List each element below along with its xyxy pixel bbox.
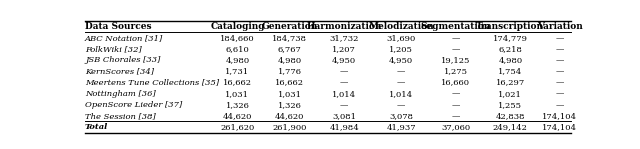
Text: 1,014: 1,014 xyxy=(389,90,413,98)
Text: 42,838: 42,838 xyxy=(495,112,525,120)
Text: 174,104: 174,104 xyxy=(542,123,577,131)
Text: —: — xyxy=(397,101,405,109)
Text: 174,779: 174,779 xyxy=(493,34,528,42)
Text: —: — xyxy=(452,112,460,120)
Text: 4,980: 4,980 xyxy=(278,56,301,64)
Text: 249,142: 249,142 xyxy=(493,123,528,131)
Text: JSB Chorales [33]: JSB Chorales [33] xyxy=(85,56,161,64)
Text: —: — xyxy=(452,34,460,42)
Text: 174,104: 174,104 xyxy=(542,112,577,120)
Text: 4,980: 4,980 xyxy=(225,56,250,64)
Text: 1,205: 1,205 xyxy=(389,45,413,53)
Text: 1,326: 1,326 xyxy=(225,101,250,109)
Text: 16,297: 16,297 xyxy=(495,79,525,87)
Text: 1,275: 1,275 xyxy=(444,67,468,75)
Text: 6,767: 6,767 xyxy=(278,45,301,53)
Text: Variation: Variation xyxy=(537,22,583,31)
Text: —: — xyxy=(340,101,348,109)
Text: 44,620: 44,620 xyxy=(223,112,252,120)
Text: 31,690: 31,690 xyxy=(387,34,416,42)
Text: Total: Total xyxy=(85,123,108,131)
Text: 19,125: 19,125 xyxy=(441,56,470,64)
Text: Harmonization: Harmonization xyxy=(307,22,382,31)
Text: Cataloging: Cataloging xyxy=(210,22,265,31)
Text: 3,081: 3,081 xyxy=(332,112,356,120)
Text: 1,031: 1,031 xyxy=(225,90,250,98)
Text: 261,900: 261,900 xyxy=(273,123,307,131)
Text: Nottingham [36]: Nottingham [36] xyxy=(85,90,156,98)
Text: 4,980: 4,980 xyxy=(498,56,522,64)
Text: —: — xyxy=(452,90,460,98)
Text: 3,078: 3,078 xyxy=(389,112,413,120)
Text: Segmentation: Segmentation xyxy=(420,22,491,31)
Text: 37,060: 37,060 xyxy=(441,123,470,131)
Text: 41,984: 41,984 xyxy=(329,123,359,131)
Text: OpenScore Lieder [37]: OpenScore Lieder [37] xyxy=(85,101,182,109)
Text: FolkWiki [32]: FolkWiki [32] xyxy=(85,45,141,53)
Text: 31,732: 31,732 xyxy=(330,34,359,42)
Text: —: — xyxy=(556,79,564,87)
Text: —: — xyxy=(556,90,564,98)
Text: 1,255: 1,255 xyxy=(499,101,522,109)
Text: —: — xyxy=(452,101,460,109)
Text: 4,950: 4,950 xyxy=(389,56,413,64)
Text: 1,031: 1,031 xyxy=(278,90,301,98)
Text: —: — xyxy=(397,79,405,87)
Text: 4,950: 4,950 xyxy=(332,56,356,64)
Text: Transcription: Transcription xyxy=(476,22,544,31)
Text: The Session [38]: The Session [38] xyxy=(85,112,156,120)
Text: 1,207: 1,207 xyxy=(332,45,356,53)
Text: —: — xyxy=(556,45,564,53)
Text: —: — xyxy=(340,79,348,87)
Text: 16,660: 16,660 xyxy=(441,79,470,87)
Text: 184,660: 184,660 xyxy=(220,34,255,42)
Text: 261,620: 261,620 xyxy=(220,123,255,131)
Text: —: — xyxy=(340,67,348,75)
Text: 1,014: 1,014 xyxy=(332,90,356,98)
Text: —: — xyxy=(397,67,405,75)
Text: 6,218: 6,218 xyxy=(499,45,522,53)
Text: 184,738: 184,738 xyxy=(272,34,307,42)
Text: Data Sources: Data Sources xyxy=(85,22,152,31)
Text: —: — xyxy=(556,34,564,42)
Text: 6,610: 6,610 xyxy=(226,45,250,53)
Text: 1,776: 1,776 xyxy=(278,67,301,75)
Text: —: — xyxy=(556,101,564,109)
Text: —: — xyxy=(556,67,564,75)
Text: 16,662: 16,662 xyxy=(223,79,252,87)
Text: ABC Notation [31]: ABC Notation [31] xyxy=(85,34,163,42)
Text: Meertens Tune Collections [35]: Meertens Tune Collections [35] xyxy=(85,79,219,87)
Text: —: — xyxy=(556,56,564,64)
Text: 1,754: 1,754 xyxy=(498,67,522,75)
Text: —: — xyxy=(452,45,460,53)
Text: Generation: Generation xyxy=(261,22,317,31)
Text: 1,326: 1,326 xyxy=(278,101,301,109)
Text: 1,731: 1,731 xyxy=(225,67,250,75)
Text: Melodization: Melodization xyxy=(369,22,434,31)
Text: 16,662: 16,662 xyxy=(275,79,304,87)
Text: 41,937: 41,937 xyxy=(387,123,416,131)
Text: KernScores [34]: KernScores [34] xyxy=(85,67,154,75)
Text: 1,021: 1,021 xyxy=(499,90,522,98)
Text: 44,620: 44,620 xyxy=(275,112,304,120)
